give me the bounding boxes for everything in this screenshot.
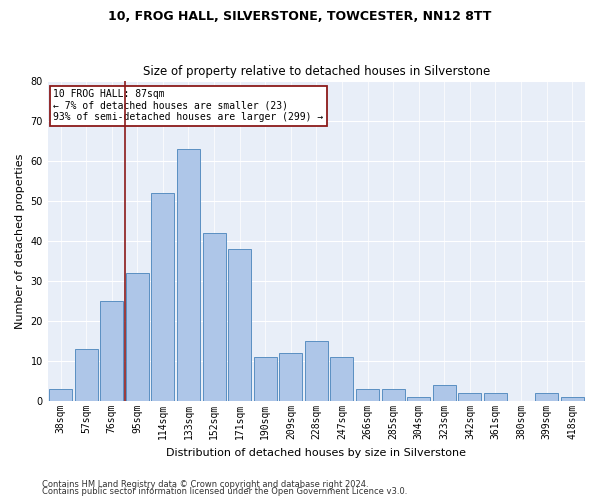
Bar (151, 193, 175, 401)
Bar (382, 389, 404, 401)
Bar (228, 249, 251, 401)
Bar (407, 397, 430, 401)
Title: Size of property relative to detached houses in Silverstone: Size of property relative to detached ho… (143, 66, 490, 78)
Bar (49, 389, 72, 401)
Text: Contains HM Land Registry data © Crown copyright and database right 2024.: Contains HM Land Registry data © Crown c… (42, 480, 368, 489)
Bar (100, 301, 123, 401)
Bar (356, 389, 379, 401)
Bar (458, 393, 481, 401)
Text: 10, FROG HALL, SILVERSTONE, TOWCESTER, NN12 8TT: 10, FROG HALL, SILVERSTONE, TOWCESTER, N… (109, 10, 491, 23)
Bar (254, 357, 277, 401)
Bar (331, 357, 353, 401)
Bar (177, 149, 200, 401)
X-axis label: Distribution of detached houses by size in Silverstone: Distribution of detached houses by size … (166, 448, 466, 458)
Bar (433, 385, 456, 401)
Bar (560, 397, 584, 401)
Bar (126, 273, 149, 401)
Bar (203, 233, 226, 401)
Y-axis label: Number of detached properties: Number of detached properties (15, 154, 25, 329)
Bar (535, 393, 558, 401)
Bar (305, 341, 328, 401)
Text: Contains public sector information licensed under the Open Government Licence v3: Contains public sector information licen… (42, 488, 407, 496)
Bar (484, 393, 507, 401)
Bar (280, 353, 302, 401)
Text: 10 FROG HALL: 87sqm
← 7% of detached houses are smaller (23)
93% of semi-detache: 10 FROG HALL: 87sqm ← 7% of detached hou… (53, 89, 323, 122)
Bar (74, 349, 98, 401)
